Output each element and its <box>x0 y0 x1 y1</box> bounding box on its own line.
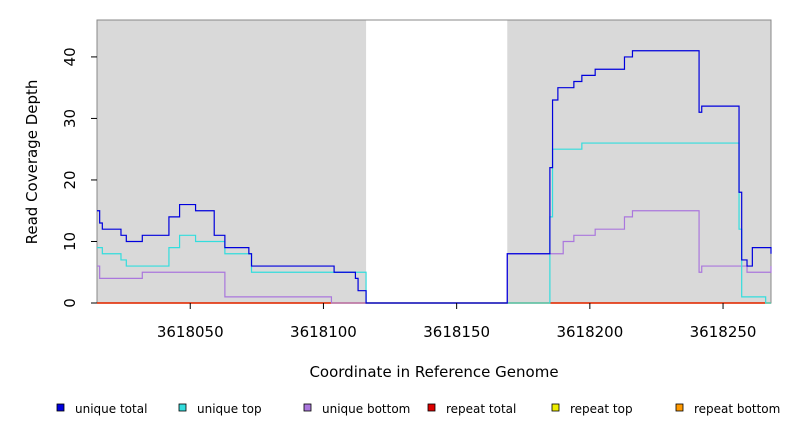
series-line-unique-total <box>97 50 772 304</box>
legend-swatch-repeat-bottom <box>675 403 684 412</box>
y-tick-label-2: 20 <box>61 170 79 189</box>
y-tick-label-4: 40 <box>61 47 79 66</box>
shaded-region-0 <box>97 20 367 303</box>
legend-label-repeat-top: repeat top <box>570 402 633 416</box>
y-axis-title: Read Coverage Depth <box>23 80 41 245</box>
legend-swatch-unique-total <box>56 403 65 412</box>
x-tick-label-3: 3618200 <box>556 323 623 341</box>
y-tick-label-3: 30 <box>61 109 79 128</box>
series-lines <box>97 50 772 304</box>
shaded-regions <box>97 20 771 303</box>
legend: unique total unique top unique bottom repea… <box>56 402 780 416</box>
y-tick-label-1: 10 <box>61 232 79 251</box>
legend-swatch-repeat-top <box>551 403 560 412</box>
x-axis-title: Coordinate in Reference Genome <box>309 363 558 381</box>
y-axis: 0 10 20 30 40 <box>61 47 97 308</box>
legend-swatch-unique-bottom <box>303 403 312 412</box>
legend-label-unique-total: unique total <box>75 402 147 416</box>
legend-label-repeat-total: repeat total <box>446 402 516 416</box>
x-tick-label-4: 3618250 <box>690 323 757 341</box>
x-tick-label-2: 3618150 <box>423 323 490 341</box>
x-tick-label-0: 3618050 <box>157 323 224 341</box>
y-tick-label-0: 0 <box>61 298 79 308</box>
legend-label-unique-top: unique top <box>197 402 262 416</box>
x-axis: 3618050 3618100 3618150 3618200 3618250 <box>157 303 757 341</box>
series-line-unique-bottom <box>97 210 772 304</box>
legend-swatch-repeat-total <box>427 403 436 412</box>
legend-label-repeat-bottom: repeat bottom <box>694 402 780 416</box>
legend-label-unique-bottom: unique bottom <box>322 402 410 416</box>
shaded-region-1 <box>507 20 771 303</box>
x-tick-label-1: 3618100 <box>290 323 357 341</box>
legend-swatch-unique-top <box>178 403 187 412</box>
